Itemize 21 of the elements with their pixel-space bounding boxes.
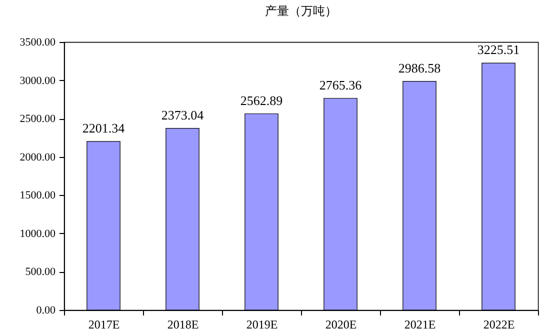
- y-tick-label: 2500.00: [20, 113, 56, 126]
- y-tick-label: 2000.00: [20, 151, 56, 164]
- x-tick-label: 2017E: [88, 318, 120, 332]
- data-label: 2562.89: [240, 92, 283, 108]
- chart-title: 产量（万吨）: [265, 4, 337, 18]
- data-label: 2986.58: [398, 60, 441, 76]
- x-tick-label: 2019E: [246, 318, 278, 332]
- data-label: 3225.51: [477, 42, 520, 58]
- x-tick-label: 2022E: [483, 318, 515, 332]
- y-tick-label: 1000.00: [20, 228, 56, 240]
- y-tick-label: 0.00: [36, 304, 56, 316]
- y-tick-label: 3500.00: [20, 36, 56, 48]
- x-tick-label: 2021E: [404, 318, 436, 332]
- data-label: 2765.36: [319, 77, 362, 92]
- y-tick-label: 1500.00: [20, 190, 56, 202]
- y-tick-label: 3000.00: [20, 74, 56, 87]
- x-tick-label: 2020E: [325, 318, 357, 332]
- y-tick-label: 500.00: [25, 266, 56, 278]
- x-tick-label: 2018E: [167, 318, 199, 332]
- data-label: 2373.04: [161, 107, 204, 122]
- data-label: 2201.34: [82, 120, 126, 136]
